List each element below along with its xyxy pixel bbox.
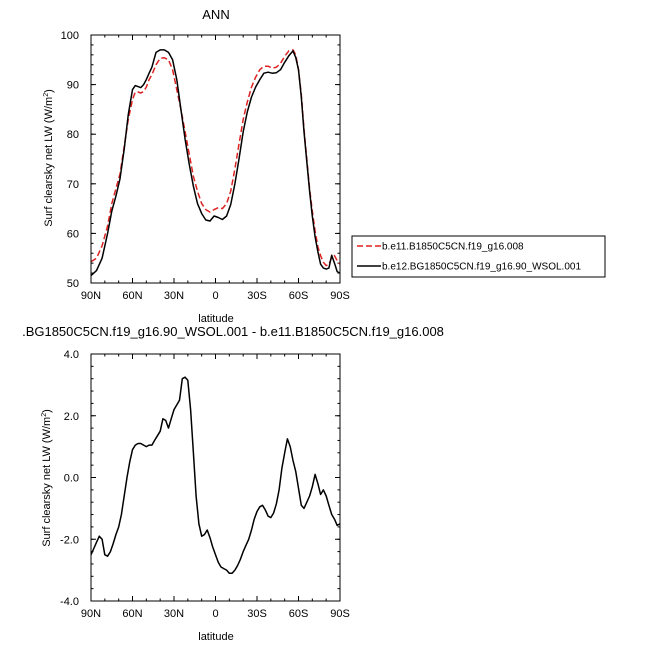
bottom-x-tick-label: 90S xyxy=(330,608,350,620)
top-x-tick-label: 60N xyxy=(122,290,142,302)
bottom-plot-frame xyxy=(90,353,341,602)
top-x-tick-label: 30S xyxy=(247,290,267,302)
legend-label-series-1: b.e11.B1850C5CN.f19_g16.008 xyxy=(382,242,524,253)
bottom-series-group xyxy=(90,376,341,574)
top-x-tick-label: 0 xyxy=(212,290,218,302)
bottom-y-tick-label: 4.0 xyxy=(64,349,79,361)
svg-text:Surf clearsky net LW (W/m2): Surf clearsky net LW (W/m2) xyxy=(41,409,53,547)
top-y-tick-label: 100 xyxy=(61,30,79,42)
bottom-x-tick-label: 90N xyxy=(81,608,101,620)
top-y-axis-title: Surf clearsky net LW (W/m2) xyxy=(43,89,55,227)
legend-box xyxy=(351,235,606,278)
legend-label-series-2: b.e12.BG1850C5CN.f19_g16.90_WSOL.001 xyxy=(382,262,581,273)
top-plot-frame xyxy=(90,34,341,284)
bottom-panel: .BG1850C5CN.f19_g16.90_WSOL.001 - b.e11.… xyxy=(22,324,444,643)
top-y-tick-label: 70 xyxy=(67,179,79,191)
bottom-x-tick-label: 60S xyxy=(289,608,309,620)
top-x-tick-label: 30N xyxy=(164,290,184,302)
bottom-x-tick-label: 0 xyxy=(212,608,218,620)
bottom-chart-title: .BG1850C5CN.f19_g16.90_WSOL.001 - b.e11.… xyxy=(22,324,444,339)
svg-text:Surf clearsky net LW (W/m2): Surf clearsky net LW (W/m2) xyxy=(43,89,55,227)
top-panel: ANN Surf clearsky net LW (W/m2) latitude… xyxy=(43,7,350,325)
bottom-x-tick-label: 30N xyxy=(164,608,184,620)
bottom-axis-ticks: 90N 60N 30N 0 30S 60S 90S -4.0 -2.0 0.0 2.0 4.0 xyxy=(60,349,350,620)
top-y-tick-label: 50 xyxy=(67,278,79,290)
top-x-axis-title: latitude xyxy=(198,313,233,325)
top-y-tick-label: 90 xyxy=(67,80,79,92)
top-y-tick-label: 80 xyxy=(67,129,79,141)
top-series-group xyxy=(90,49,341,277)
top-y-tick-label: 60 xyxy=(67,228,79,240)
bottom-x-axis-title: latitude xyxy=(198,631,233,643)
top-axis-ticks: 90N 60N 30N 0 30S 60S 90S 50 60 70 80 90 100 xyxy=(61,30,350,302)
bottom-y-tick-label: -2.0 xyxy=(60,534,79,546)
bottom-x-tick-label: 60N xyxy=(122,608,142,620)
bottom-x-tick-label: 30S xyxy=(247,608,267,620)
top-series-line-1 xyxy=(90,49,341,267)
top-x-tick-label: 60S xyxy=(289,290,309,302)
top-series-line-2 xyxy=(90,49,341,277)
top-x-tick-label: 90N xyxy=(81,290,101,302)
legend: b.e11.B1850C5CN.f19_g16.008 b.e12.BG1850… xyxy=(351,235,606,278)
bottom-y-axis-title: Surf clearsky net LW (W/m2) xyxy=(41,409,53,547)
top-chart-title: ANN xyxy=(202,7,229,22)
bottom-series-line-1 xyxy=(90,376,341,574)
top-x-tick-label: 90S xyxy=(330,290,350,302)
bottom-y-tick-label: 0.0 xyxy=(64,473,79,485)
bottom-y-tick-label: -4.0 xyxy=(60,596,79,608)
bottom-y-tick-label: 2.0 xyxy=(64,411,79,423)
